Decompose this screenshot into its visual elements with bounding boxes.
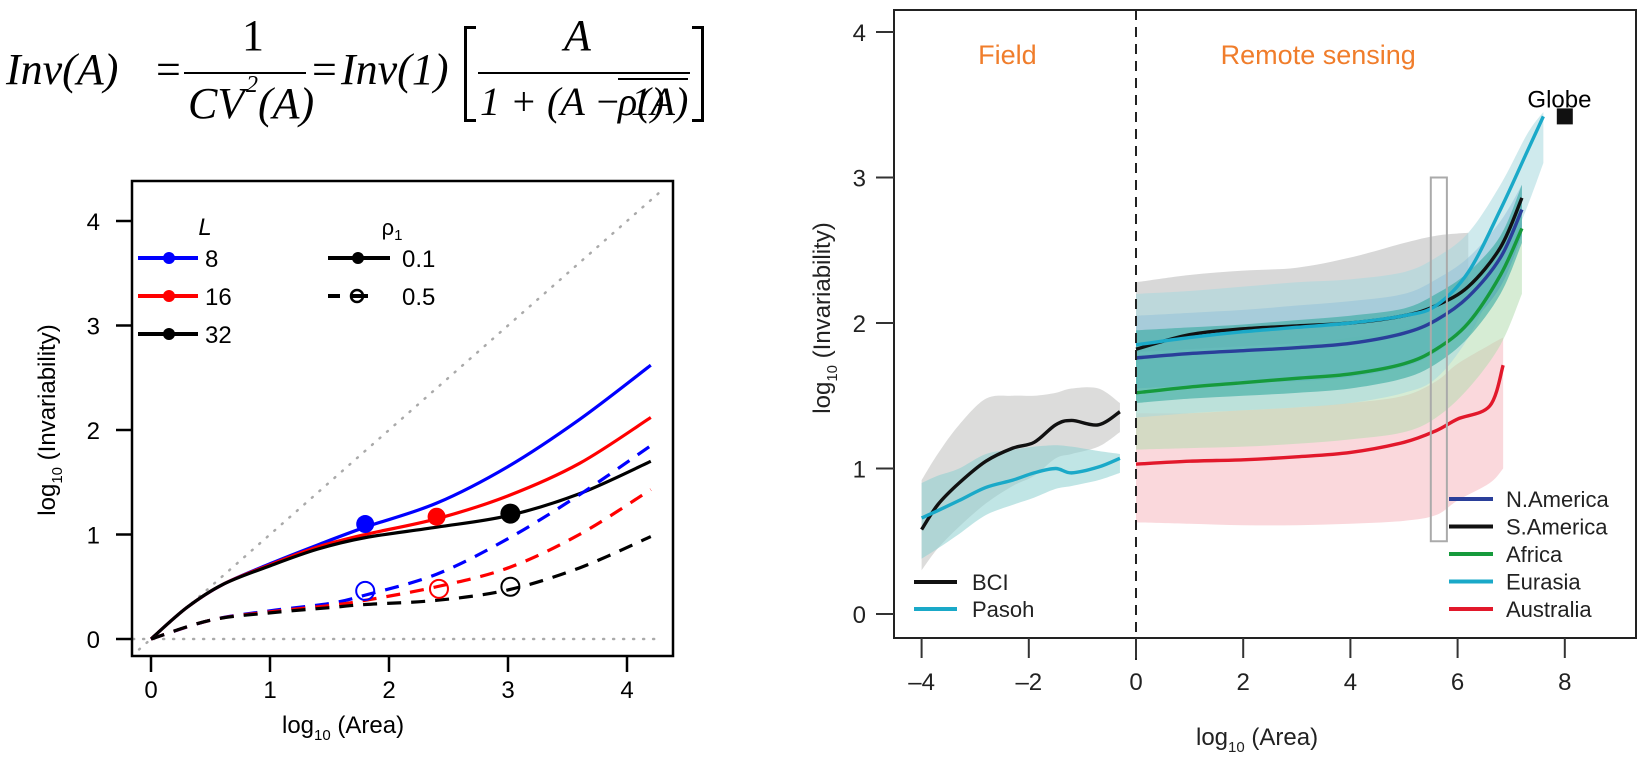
series-marker-2 bbox=[500, 503, 521, 524]
legend-label: 0.5 bbox=[402, 284, 435, 311]
formula-left-bracket bbox=[464, 26, 476, 122]
invariability-formula: Inv(A) = 1 CV 2 (A) = Inv(1) A 1 + (A − … bbox=[6, 10, 706, 130]
legend-marker bbox=[163, 290, 175, 302]
annotation-field: Field bbox=[978, 40, 1037, 70]
legend-title-rho: ρ1 bbox=[382, 215, 403, 244]
series-line-2 bbox=[149, 459, 652, 641]
annotation-remote-sensing: Remote sensing bbox=[1221, 40, 1416, 70]
y-tick-label: 2 bbox=[853, 311, 866, 338]
y-tick-label: 3 bbox=[853, 166, 866, 193]
formula-fraction2-denominator: 1 + (A − 1) bbox=[480, 79, 665, 124]
legend-label: 0.1 bbox=[402, 246, 435, 273]
y-tick-label: 2 bbox=[87, 418, 100, 445]
series-marker-4 bbox=[428, 578, 449, 599]
legend-marker bbox=[163, 328, 175, 340]
series-line-africa bbox=[1135, 227, 1524, 395]
series-line-eurasia bbox=[1135, 115, 1545, 347]
x-tick-label: 6 bbox=[1451, 669, 1464, 696]
x-axis-label: log10 (Area) bbox=[282, 712, 404, 744]
y-tick-label: 1 bbox=[87, 523, 100, 550]
y-tick-label: 0 bbox=[87, 627, 100, 654]
legend-label: Australia bbox=[1506, 597, 1592, 622]
legend-marker bbox=[163, 252, 175, 264]
formula-fraction1-numerator: 1 bbox=[242, 11, 264, 60]
legend-label: Africa bbox=[1506, 542, 1563, 567]
formula-fraction2-bar bbox=[478, 72, 690, 74]
x-tick-label: 2 bbox=[382, 677, 395, 704]
x-tick-label: –4 bbox=[908, 669, 935, 696]
x-tick-label: 4 bbox=[620, 677, 633, 704]
y-tick-label: 3 bbox=[87, 314, 100, 341]
formula-lhs: Inv(A) bbox=[6, 45, 119, 94]
plot-frame bbox=[130, 179, 675, 658]
series-line-5 bbox=[150, 535, 652, 641]
legend-label: N.America bbox=[1506, 487, 1609, 512]
x-tick-label: 0 bbox=[1129, 669, 1142, 696]
formula-fraction1-superscript: 2 bbox=[246, 72, 258, 98]
series-line-pasoh bbox=[920, 456, 1121, 520]
x-tick-label: –2 bbox=[1015, 669, 1042, 696]
formula-right-bracket bbox=[692, 26, 704, 122]
series-marker-3 bbox=[355, 580, 376, 601]
legend-label: BCI bbox=[972, 570, 1009, 595]
x-tick-label: 1 bbox=[263, 677, 276, 704]
series-line-n-america bbox=[1135, 208, 1524, 360]
formula-fraction2-rho-bar: ρ(A) bbox=[618, 78, 689, 124]
x-tick-label: 2 bbox=[1237, 669, 1250, 696]
reference-line-0 bbox=[137, 188, 664, 651]
legend-label: S.America bbox=[1506, 515, 1608, 540]
formula-equals-1: = bbox=[156, 45, 181, 94]
x-tick-label: 4 bbox=[1344, 669, 1357, 696]
x-tick-label: 3 bbox=[501, 677, 514, 704]
x-axis-label: log10 (Area) bbox=[1196, 724, 1318, 756]
legend-label: Eurasia bbox=[1506, 570, 1581, 595]
legend-marker bbox=[352, 252, 364, 264]
series-line-australia bbox=[1135, 364, 1505, 466]
highlight-box bbox=[1429, 176, 1448, 543]
formula-fraction2-numerator: A bbox=[564, 11, 591, 60]
formula-fraction1-denominator: CV bbox=[188, 79, 245, 128]
globe-point bbox=[1556, 108, 1573, 125]
legend-label: 32 bbox=[205, 322, 232, 349]
y-tick-label: 1 bbox=[853, 457, 866, 484]
y-tick-label: 0 bbox=[853, 602, 866, 629]
series-marker-1 bbox=[427, 507, 446, 526]
series-marker-5 bbox=[500, 576, 521, 597]
formula-equals-2: = bbox=[312, 45, 337, 94]
x-tick-label: 8 bbox=[1558, 669, 1571, 696]
series-marker-0 bbox=[356, 515, 375, 534]
x-tick-label: 0 bbox=[144, 677, 157, 704]
legend-label: 16 bbox=[205, 284, 232, 311]
band-s-america bbox=[1136, 184, 1522, 404]
legend-label: Pasoh bbox=[972, 597, 1034, 622]
formula-fraction1-argument: (A) bbox=[258, 79, 315, 128]
series-line-4 bbox=[150, 488, 652, 641]
formula-inv1: Inv(1) bbox=[341, 45, 449, 94]
y-tick-label: 4 bbox=[853, 20, 866, 47]
formula-fraction1-bar bbox=[184, 72, 306, 74]
annotation-globe: Globe bbox=[1527, 86, 1591, 113]
series-line-bci bbox=[920, 410, 1121, 531]
legend-marker bbox=[349, 288, 365, 304]
y-axis-label: log10 (Invariability) bbox=[809, 222, 841, 413]
y-tick-label: 4 bbox=[87, 209, 100, 236]
legend-label: 8 bbox=[205, 246, 218, 273]
legend-title-L: L bbox=[198, 214, 211, 241]
y-axis-label: log10 (Invariability) bbox=[34, 324, 66, 515]
